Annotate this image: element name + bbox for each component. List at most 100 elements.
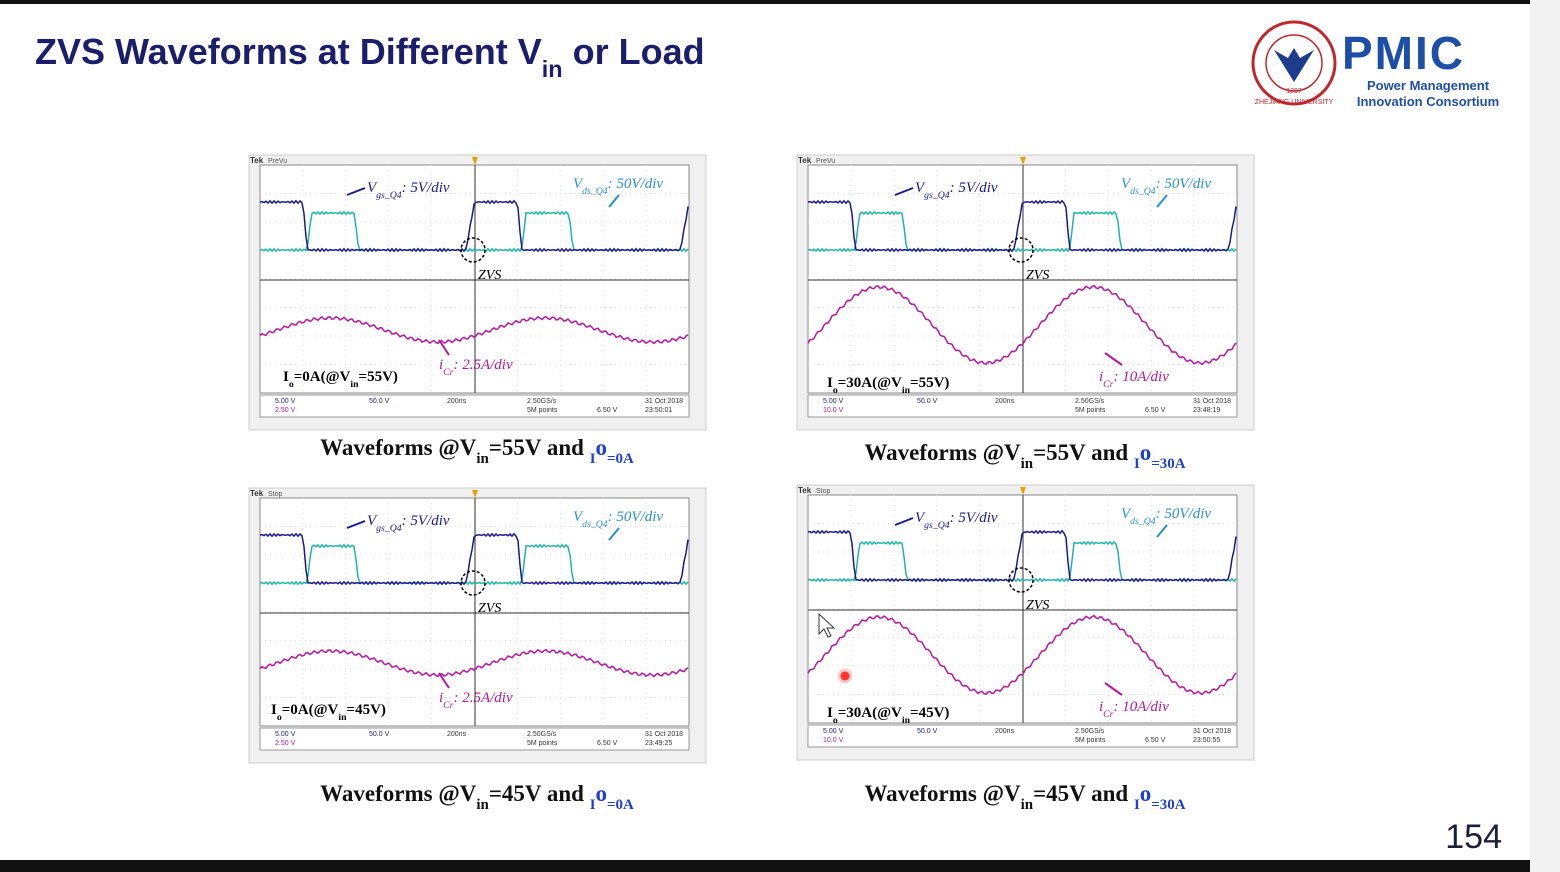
vds-label: Vds_Q4: 50V/div <box>1121 506 1211 527</box>
page-number: 154 <box>1445 818 1502 856</box>
scope-brand: Tek <box>798 486 812 495</box>
side-margin <box>1530 0 1560 872</box>
text-part: o <box>833 715 838 726</box>
text-part: in <box>902 715 911 726</box>
zvs-marker <box>460 237 486 263</box>
readout: 23:50:55 <box>1193 737 1220 744</box>
readout-bar <box>259 394 690 418</box>
text-part: o <box>277 712 282 723</box>
arrow <box>608 194 620 208</box>
text-part: o <box>596 781 608 806</box>
text-part: =30A <box>1151 797 1185 813</box>
readout: 50.0 V <box>369 731 390 738</box>
readout: 200ns <box>995 398 1015 405</box>
readout: 2018 <box>667 731 683 738</box>
text-part: Cr <box>443 367 454 378</box>
text-part: o <box>1140 440 1152 465</box>
mouse-cursor <box>818 612 836 638</box>
vds-label: Vds_Q4: 50V/div <box>573 509 663 530</box>
text-part: V <box>915 510 926 526</box>
scope-status: PreVu <box>816 158 835 165</box>
vds-label: Vds_Q4: 50V/div <box>1121 176 1211 197</box>
icr-trace <box>807 284 1237 366</box>
text-part: =45V) <box>347 702 386 718</box>
readout: 31 Oct <box>1193 728 1214 735</box>
arrow <box>1104 682 1123 696</box>
text-part: I <box>1134 456 1140 472</box>
text-part: o <box>1140 781 1152 806</box>
readout: 5.00 V <box>275 398 296 405</box>
arrow <box>1104 352 1123 366</box>
icr-label: iCr: 2.5A/div <box>439 690 513 711</box>
text-part: I <box>271 702 277 718</box>
text-part: I <box>590 797 596 813</box>
vgs-trace <box>259 532 689 586</box>
arrow <box>608 527 620 541</box>
text-part: =30A <box>1151 456 1185 472</box>
text-part: in <box>542 56 563 82</box>
text-part: i <box>439 357 443 373</box>
arrow <box>346 520 366 529</box>
scope-brand: Tek <box>250 489 264 498</box>
readout: 2018 <box>1215 398 1231 405</box>
text-part: V <box>573 176 584 192</box>
readout: 31 Oct <box>645 731 666 738</box>
vgs-label: Vgs_Q4: 5V/div <box>915 180 998 201</box>
text-part: : 50V/div <box>608 509 664 525</box>
icr-label: iCr: 10A/div <box>1099 369 1169 390</box>
readout: 50.0 V <box>917 398 938 405</box>
logo-line2: Innovation Consortium <box>1357 94 1499 109</box>
arrow <box>894 187 914 196</box>
trigger-marker <box>472 157 478 165</box>
text-part: =30A(@V <box>838 375 902 391</box>
text-part: =55V) <box>359 369 398 385</box>
readout: 6.50 V <box>597 740 618 747</box>
readout: 6.50 V <box>1145 737 1166 744</box>
vgs-trace <box>259 199 689 253</box>
text-part: i <box>1099 699 1103 715</box>
seal-emblem <box>1274 48 1314 82</box>
text-part: =0A(@V <box>282 702 339 718</box>
arrow <box>894 517 914 526</box>
text-part: : 5V/div <box>402 513 450 529</box>
scope-status: Stop <box>816 488 831 495</box>
readout: 50.0 V <box>917 728 938 735</box>
readout: 2.50GS/s <box>1075 728 1105 735</box>
text-part: V <box>367 513 378 529</box>
scope-brand: Tek <box>250 156 264 165</box>
text-part: o <box>289 379 294 390</box>
readout: 10.0 V <box>823 407 844 414</box>
readout-bar <box>807 724 1238 748</box>
text-part: =0A <box>607 451 634 467</box>
readout: 31 Oct <box>1193 398 1214 405</box>
text-part: i <box>1099 369 1103 385</box>
text-part: : 50V/div <box>1156 506 1212 522</box>
text-part: in <box>1021 797 1034 813</box>
arrow <box>1156 524 1168 538</box>
trigger-marker <box>1020 157 1026 165</box>
readout: 6.50 V <box>1145 407 1166 414</box>
text-part: Cr <box>1103 709 1114 720</box>
text-part: : 50V/div <box>608 176 664 192</box>
text-part: V <box>1121 506 1132 522</box>
readout: 200ns <box>447 731 467 738</box>
text-part: =55V and <box>1033 440 1134 465</box>
text-part: =45V) <box>910 705 949 721</box>
readout: 2.50 V <box>275 740 296 747</box>
text-part: : 2.5A/div <box>453 357 512 373</box>
text-part: =0A <box>607 797 634 813</box>
readout: 2018 <box>1215 728 1231 735</box>
readout: 6.50 V <box>597 407 618 414</box>
readout: 200ns <box>447 398 467 405</box>
readout: 2.50GS/s <box>527 398 557 405</box>
readout: 50.0 V <box>369 398 390 405</box>
zvs-marker <box>1008 237 1034 263</box>
text-part: =55V) <box>910 375 949 391</box>
readout: 200ns <box>995 728 1015 735</box>
text-part: : 10A/div <box>1113 369 1169 385</box>
text-part: in <box>476 451 489 467</box>
top-border <box>0 0 1530 4</box>
text-part: ds_Q4 <box>582 186 608 197</box>
